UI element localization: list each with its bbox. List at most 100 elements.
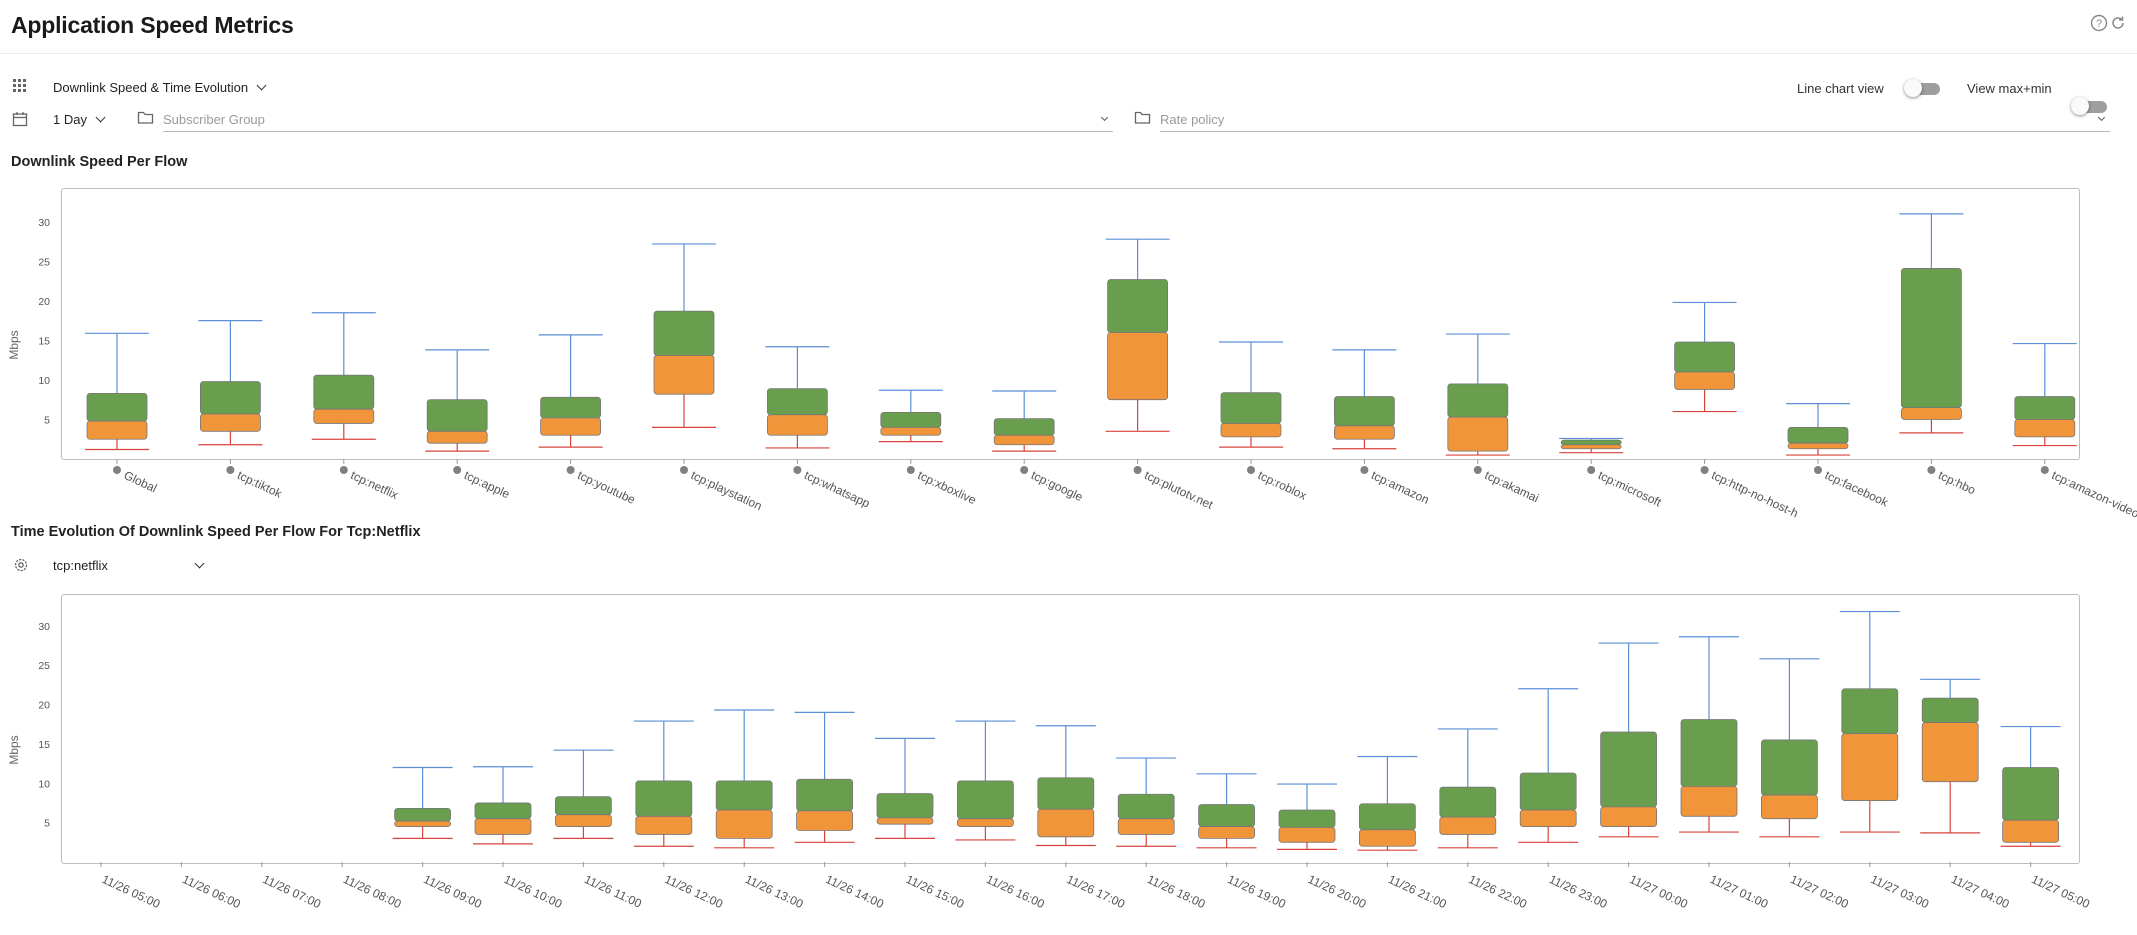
subscriber-group-input[interactable]: Subscriber Group [163,108,1113,132]
box-upper [876,793,934,819]
chevron-down-icon [2097,113,2106,122]
legend-marker [1360,466,1369,474]
x-tick-label: tcp:netflix [349,468,401,502]
box-lower [715,809,773,839]
legend-marker [906,466,915,474]
x-tick-label: 11/27 03:00 [1869,872,1932,911]
x-tick-label: tcp:microsoft [1596,468,1664,510]
x-tick-label: 11/26 12:00 [663,872,726,911]
folder-icon [137,110,154,125]
box-lower [1519,809,1577,827]
legend-marker [226,466,235,474]
box-upper [394,808,452,822]
box-upper [2014,396,2076,420]
box-lower [876,817,934,825]
x-tick-label: 11/26 06:00 [180,872,243,911]
y-tick-label: 30 [38,621,50,633]
time-range-select[interactable]: 1 Day [53,112,106,127]
x-tick-label: 11/27 04:00 [1949,872,2012,911]
box-upper [1921,697,1979,724]
x-tick-label: 11/26 18:00 [1145,872,1208,911]
section-title-downlink-per-flow: Downlink Speed Per Flow [11,154,188,170]
chevron-down-icon [194,558,205,569]
x-tick-label: 11/26 15:00 [904,872,967,911]
box-upper [1761,739,1818,796]
settings-icon [13,557,29,573]
y-axis-title: Mbps [7,330,21,359]
legend-marker [453,466,462,474]
box-upper [313,374,375,410]
legend-marker [1020,466,1029,474]
x-tick-label: tcp:akamai [1483,468,1542,505]
x-tick-label: tcp:facebook [1823,468,1891,510]
x-tick-label: tcp:roblox [1256,468,1309,503]
box-upper [1107,279,1168,333]
legend-marker [1473,466,1482,474]
box-upper [767,388,828,416]
x-tick-label: 11/27 05:00 [2029,872,2092,911]
view-select[interactable]: Downlink Speed & Time Evolution [53,80,267,95]
view-max-min-toggle[interactable] [2071,97,2109,115]
box-lower [2014,419,2076,438]
box-upper [957,780,1014,820]
box-lower [1560,444,1622,450]
folder-icon [1134,110,1151,125]
box-upper [1220,392,1282,424]
legend-marker [1814,466,1822,474]
x-tick-label: 11/26 10:00 [502,872,565,911]
x-tick-label: 11/26 08:00 [341,872,404,911]
box-upper [1447,383,1509,418]
flow-select-value: tcp:netflix [53,558,108,573]
box-lower [1198,826,1255,839]
box-upper [1560,439,1622,446]
subscriber-group-placeholder: Subscriber Group [163,112,265,127]
legend-marker [680,466,688,474]
box-upper [1841,688,1899,735]
line-chart-view-toggle[interactable] [1904,79,1942,97]
x-tick-label: 11/26 17:00 [1065,872,1128,911]
legend-marker [1247,466,1255,474]
refresh-icon[interactable] [2108,14,2128,34]
box-lower [1037,808,1095,838]
box-upper [426,399,488,432]
box-upper [1334,396,1395,427]
box-lower [1841,733,1899,801]
flow-select[interactable]: tcp:netflix [53,558,205,573]
toggle-knob [2071,97,2089,115]
y-tick-label: 5 [44,414,50,426]
box-upper [796,778,853,812]
calendar-icon [12,111,28,127]
box-upper [86,392,148,422]
legend-marker [1927,466,1936,474]
box-lower [1439,816,1497,835]
chart-frame-flows [61,188,2080,460]
box-upper [1674,341,1735,373]
x-tick-label: tcp:amazon [1369,468,1431,507]
chevron-down-icon [256,80,267,91]
box-lower [1787,442,1849,450]
x-tick-label: tcp:tiktok [235,468,285,501]
box-upper [2002,767,2059,821]
box-lower [86,420,148,440]
box-upper [653,310,715,356]
box-lower [1901,407,1962,420]
x-tick-label: tcp:apple [462,468,512,501]
rate-policy-input[interactable]: Rate policy [1160,108,2110,132]
box-lower [993,434,1055,446]
box-lower [1674,371,1735,390]
help-circle-icon[interactable]: ? [2089,14,2109,34]
box-lower [474,818,532,835]
box-lower [635,815,693,835]
box-upper [635,780,693,817]
legend-marker [113,466,121,474]
box-lower [1220,423,1282,438]
box-upper [1519,772,1577,811]
y-tick-label: 5 [44,818,50,830]
box-upper [880,411,942,428]
x-tick-label: tcp:http-no-host-h [1709,468,1800,520]
rate-policy-placeholder: Rate policy [1160,112,1225,127]
legend-marker [1700,466,1709,474]
box-lower [1107,332,1168,401]
box-lower [767,414,828,436]
page-title: Application Speed Metrics [11,12,294,38]
